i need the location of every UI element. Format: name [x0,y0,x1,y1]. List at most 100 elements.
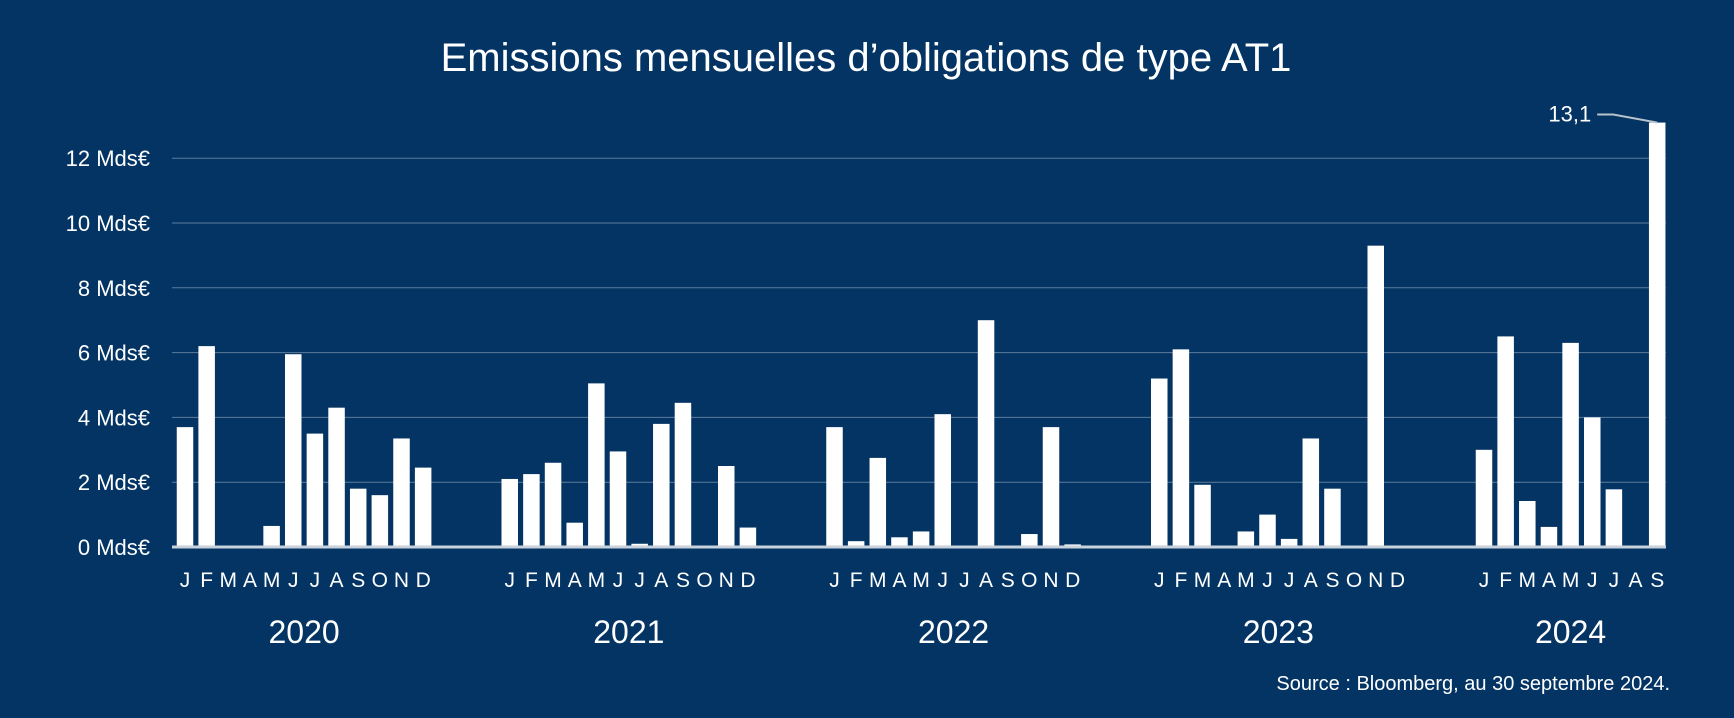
month-tick-label: M [1237,569,1255,592]
month-tick-label: M [544,569,562,592]
bar [1648,122,1666,547]
data-label-leader [1597,113,1658,124]
bar [263,525,280,547]
month-tick-label: A [979,569,993,592]
axes: 0 Mds€ 2 Mds€ 4 Mds€ 6 Mds€ 8 Mds€ 10 Mds€ 12 … [66,146,1666,560]
bar [609,451,627,547]
month-tick-label: J [829,569,840,592]
month-tick-label: J [288,569,299,592]
month-tick-label: J [1609,569,1620,592]
month-tick-label: J [1587,569,1598,592]
month-tick-label: F [200,569,213,592]
bar [1584,417,1601,547]
source-note: Source : Bloomberg, au 30 septembre 2024… [1276,673,1670,695]
bar [1042,427,1060,547]
month-tick-label: J [505,569,516,592]
month-tick-label: F [525,569,538,592]
y-tick-label: 2 Mds€ [78,470,150,495]
bar [501,478,518,547]
bar [739,527,757,547]
y-tick-label: 6 Mds€ [78,341,150,366]
bar [1540,526,1558,547]
bar [674,402,692,547]
month-tick-label: A [892,569,906,592]
month-tick-label: M [588,569,606,592]
chart-title: Emissions mensuelles d’obligations de ty… [441,36,1292,80]
bar [1519,500,1536,547]
month-tick-label: N [394,569,409,592]
month-tick-label: A [243,569,257,592]
month-tick-label: O [372,569,388,592]
y-tick-label: 4 Mds€ [78,405,150,430]
month-tick-label: A [1304,569,1318,592]
month-tick-label: A [1629,569,1643,592]
month-tick-label: F [850,569,863,592]
month-tick-label: M [1562,569,1580,592]
bar [1237,531,1255,547]
month-tick-label: F [1174,569,1187,592]
bar [1021,534,1038,547]
month-tick-label: M [220,569,238,592]
bar [349,488,367,547]
month-tick-label: M [1194,569,1212,592]
bar [1475,449,1493,547]
bar [826,427,843,547]
month-tick-label: S [676,569,690,592]
bar [1605,489,1623,547]
bar [1497,336,1514,547]
month-tick-label: M [1519,569,1537,592]
y-tick-label: 10 Mds€ [66,211,150,236]
data-label: 13,1 [1548,102,1591,127]
month-tick-label: A [1542,569,1556,592]
month-tick-label: J [1154,569,1165,592]
month-tick-label: M [263,569,281,592]
month-tick-label: D [740,569,755,592]
month-tick-label: A [330,569,344,592]
month-tick-label: J [1479,569,1490,592]
month-tick-label: J [1262,569,1273,592]
month-tick-label: N [1043,569,1058,592]
year-label: 2023 [1243,614,1314,650]
month-tick-label: D [1065,569,1080,592]
month-tick-label: D [416,569,431,592]
bar [588,383,605,547]
month-tick-label: S [1001,569,1015,592]
month-tick-label: J [634,569,645,592]
bar [371,495,389,547]
month-tick-label: O [696,569,712,592]
bar [306,433,324,547]
bar [1302,438,1320,547]
bar [544,462,562,547]
bar [869,457,887,547]
month-tick-label: A [1217,569,1231,592]
month-tick-label: S [1325,569,1339,592]
bar [653,423,670,547]
month-tick-label: M [869,569,887,592]
month-tick-label: J [613,569,624,592]
bar [1324,488,1341,547]
bar [912,531,930,547]
month-tick-label: N [719,569,734,592]
month-tick-label: S [1650,569,1664,592]
bar [891,537,908,547]
bar [1280,538,1298,547]
bar [198,346,215,547]
year-label: 2024 [1535,614,1606,650]
bar [1172,349,1190,547]
month-tick-label: J [180,569,191,592]
y-tick-label: 8 Mds€ [78,276,150,301]
bar [631,543,648,547]
bar [328,407,345,547]
bar [718,466,735,547]
bar [285,354,302,547]
month-tick-label: J [310,569,321,592]
month-tick-label: N [1368,569,1383,592]
bar [934,414,951,547]
bar [523,474,540,547]
month-tick-label: A [654,569,668,592]
y-tick-label: 0 Mds€ [78,535,150,560]
month-tick-label: O [1346,569,1362,592]
year-label: 2021 [593,614,664,650]
month-tick-label: O [1021,569,1037,592]
